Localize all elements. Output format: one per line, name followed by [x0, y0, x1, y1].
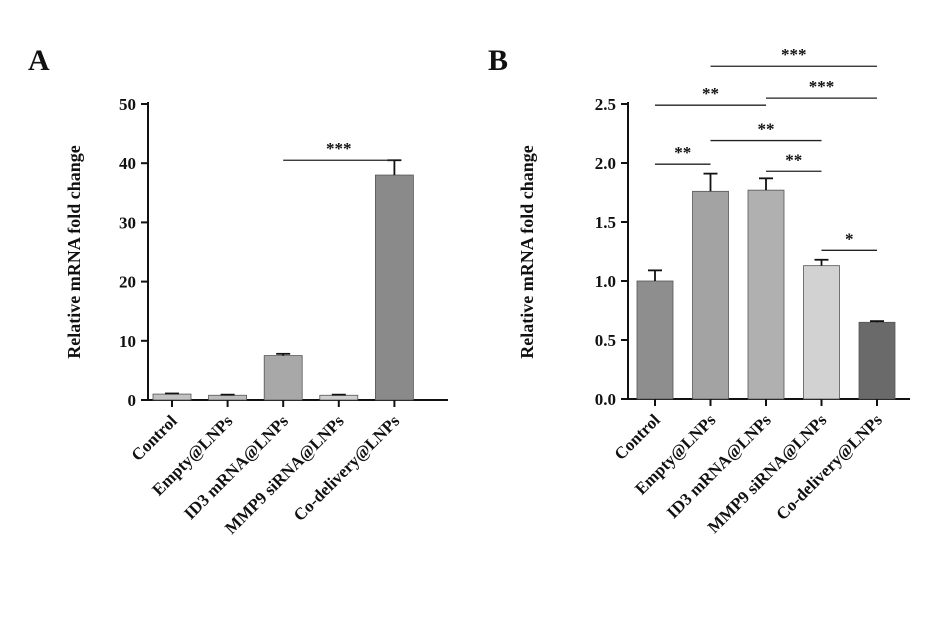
- panel-1-y-tick-label: 1.5: [595, 213, 616, 232]
- panel-0-letter: A: [28, 44, 50, 77]
- panel-1-significance-label: **: [758, 120, 775, 139]
- panel-0-bar: [208, 394, 248, 401]
- panel-1-bar: [803, 265, 840, 400]
- panel-1-bar: [692, 190, 729, 400]
- panel-0-y-tick-label: 30: [119, 213, 136, 232]
- panel-0-y-tick-label: 0: [128, 391, 137, 410]
- panel-0-y-tick-label: 50: [119, 95, 136, 114]
- panel-1-significance-label: *: [845, 229, 854, 248]
- panel-1-letter: B: [488, 44, 508, 77]
- panel-0-bar: [263, 355, 303, 401]
- panel-1-bar: [636, 280, 674, 400]
- panel-0-category-label: Co-delivery@LNPs: [290, 411, 404, 525]
- panel-1-y-axis-label: Relative mRNA fold change: [517, 145, 537, 358]
- panel-1-significance-label: **: [674, 143, 691, 162]
- panel-1-significance-label: **: [702, 84, 719, 103]
- panel-0-bar: [319, 394, 359, 401]
- panel-1-significance-label: **: [785, 150, 802, 169]
- panel-0-y-tick-label: 20: [119, 273, 136, 292]
- panel-0-y-tick-label: 40: [119, 154, 136, 173]
- panel-0-bar: [152, 393, 192, 401]
- panel-1-y-tick-label: 0.5: [595, 331, 616, 350]
- panel-0-y-axis-label: Relative mRNA fold change: [64, 145, 84, 358]
- panel-1-bar: [747, 189, 785, 400]
- panel-1-category-label: Co-delivery@LNPs: [772, 410, 886, 524]
- panel-1-y-tick-label: 1.0: [595, 272, 616, 291]
- panel-0-significance-label: ***: [326, 139, 352, 158]
- panel-0-category-label: ID3 mRNA@LNPs: [180, 411, 292, 523]
- panel-0-bar: [374, 174, 414, 401]
- panel-1-significance-label: ***: [809, 77, 835, 96]
- panel-0-category-label: Control: [128, 411, 181, 464]
- panel-1-y-tick-label: 2.0: [595, 154, 616, 173]
- panel-1-category-label: ID3 mRNA@LNPs: [663, 410, 775, 522]
- panel-1-y-tick-label: 0.0: [595, 390, 616, 409]
- panel-0-y-tick-label: 10: [119, 332, 136, 351]
- panel-1-bar: [858, 321, 896, 400]
- panel-1-category-label: Control: [611, 410, 664, 463]
- panel-1-y-tick-label: 2.5: [595, 95, 616, 114]
- panel-1-significance-label: ***: [781, 45, 807, 64]
